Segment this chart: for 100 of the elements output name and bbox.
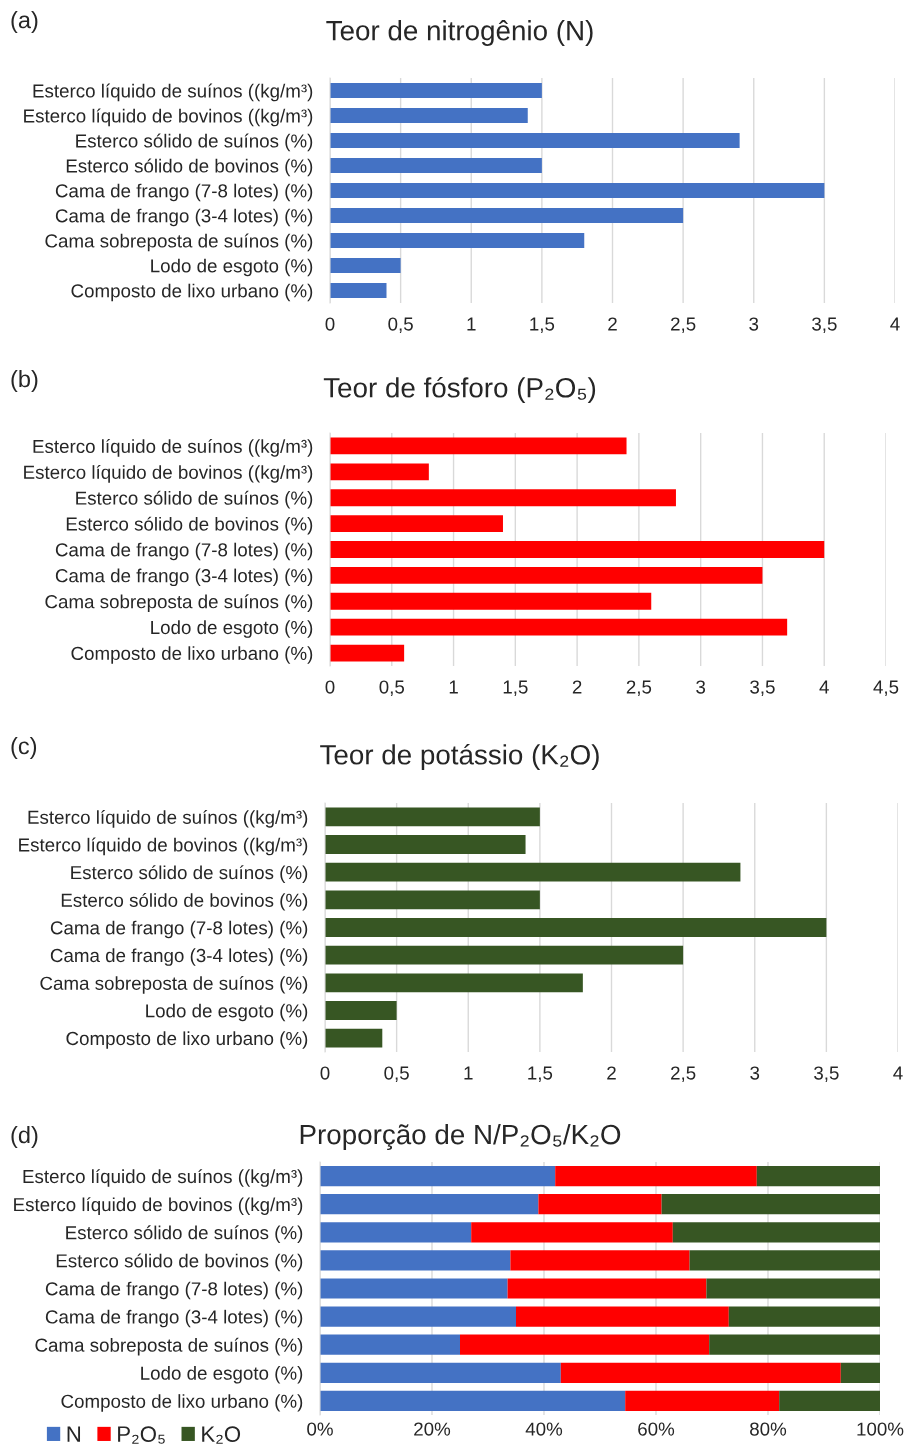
x-tick-label: 0,5 <box>384 1066 409 1082</box>
y-tick-label: Esterco sólido de bovinos (%) <box>66 158 313 177</box>
bar <box>330 592 652 610</box>
x-tick-label: 1 <box>449 680 458 694</box>
chart-title: Teor de fósforo (P₂O₅) <box>323 376 596 404</box>
y-tick-label: Cama de frango (7-8 lotes) (%) <box>55 542 313 561</box>
chart-title: Teor de potássio (K₂O) <box>320 743 599 771</box>
y-tick-label: Cama de frango (3-4 lotes) (%) <box>50 948 308 966</box>
bar <box>325 1028 383 1048</box>
bar <box>709 1334 880 1355</box>
x-tick-label: 4 <box>819 680 829 694</box>
x-tick-label: 0,5 <box>388 317 413 333</box>
bar <box>330 133 740 148</box>
y-tick-label: Esterco líquido de bovinos ((kg/m³) <box>14 1197 303 1215</box>
x-tick-label: 2 <box>572 680 582 694</box>
bar <box>516 1306 729 1327</box>
bar <box>728 1306 880 1327</box>
bar <box>320 1390 626 1412</box>
x-tick-label: 1 <box>467 317 476 331</box>
x-tick-label: 0 <box>320 1066 330 1080</box>
y-tick-label: Esterco sólido de suínos (%) <box>76 133 313 152</box>
bar <box>555 1165 757 1187</box>
bar <box>330 108 528 123</box>
text: (b) <box>11 369 38 392</box>
y-tick-label: Esterco sólido de bovinos (%) <box>66 516 313 535</box>
y-tick-label: Composto de lixo urbano (%) <box>66 1031 308 1049</box>
y-tick-label: Composto de lixo urbano (%) <box>71 283 313 302</box>
bar <box>330 515 503 533</box>
legend-label: N <box>67 1426 81 1442</box>
bar <box>330 258 401 273</box>
x-tick-label: 3 <box>749 317 759 331</box>
x-tick-label: 80% <box>750 1422 787 1436</box>
bar <box>471 1222 673 1243</box>
bar <box>325 807 540 827</box>
bar <box>330 463 429 481</box>
x-tick-label: 1,5 <box>503 680 528 696</box>
bar <box>320 1194 539 1215</box>
bar <box>330 437 627 455</box>
x-tick-label: 60% <box>638 1422 675 1436</box>
y-tick-label: Esterco líquido de bovinos ((kg/m³) <box>24 108 313 127</box>
bar <box>330 566 763 584</box>
y-tick-label: Esterco líquido de suínos ((kg/m³) <box>23 1169 303 1187</box>
y-tick-label: Esterco sólido de suínos (%) <box>71 865 308 883</box>
bar <box>325 973 583 993</box>
y-tick-label: Cama de frango (3-4 lotes) (%) <box>45 1309 303 1328</box>
bar <box>330 83 542 98</box>
chart-title: Proporção de N/P₂O₅/K₂O <box>300 1123 621 1151</box>
y-tick-label: Cama de frango (7-8 lotes) (%) <box>55 183 313 202</box>
bar <box>689 1250 880 1271</box>
bar <box>320 1250 511 1271</box>
bar <box>460 1334 710 1355</box>
x-tick-label: 40% <box>525 1422 563 1436</box>
bar <box>330 618 788 636</box>
bar <box>320 1278 508 1299</box>
bar <box>706 1278 880 1299</box>
x-tick-label: 0% <box>307 1422 333 1436</box>
bar <box>661 1194 880 1215</box>
text: (c) <box>11 736 37 759</box>
bar <box>625 1390 780 1412</box>
bar <box>330 158 542 173</box>
y-tick-label: Lodo de esgoto (%) <box>146 1003 308 1022</box>
bar <box>320 1334 460 1355</box>
bar <box>779 1390 880 1412</box>
bar <box>330 208 684 223</box>
bar <box>756 1165 880 1187</box>
chart-title: Teor de nitrogênio (N) <box>326 20 593 46</box>
text: (a) <box>11 11 38 33</box>
x-tick-label: 4 <box>890 317 900 331</box>
y-tick-label: Esterco sólido de suínos (%) <box>76 490 313 509</box>
bar <box>325 835 526 854</box>
y-tick-label: Esterco líquido de suínos ((kg/m³) <box>33 439 313 457</box>
bar <box>330 233 585 248</box>
y-tick-label: Esterco líquido de bovinos ((kg/m³) <box>24 464 313 483</box>
bar <box>325 918 827 937</box>
y-tick-label: Composto de lixo urbano (%) <box>61 1394 303 1412</box>
bar <box>330 489 676 507</box>
y-tick-label: Lodo de esgoto (%) <box>151 620 313 638</box>
x-tick-label: 20% <box>414 1422 451 1436</box>
x-tick-label: 2,5 <box>671 1066 696 1082</box>
x-tick-label: 4,5 <box>873 680 899 696</box>
bar <box>320 1165 556 1187</box>
y-tick-label: Cama de frango (7-8 lotes) (%) <box>45 1281 303 1300</box>
bar <box>330 183 825 198</box>
bar <box>330 541 825 558</box>
x-tick-label: 4 <box>893 1066 903 1080</box>
bar <box>840 1362 880 1383</box>
y-tick-label: Esterco líquido de suínos ((kg/m³) <box>28 809 308 828</box>
y-tick-label: Esterco sólido de bovinos (%) <box>61 892 308 911</box>
x-tick-label: 0 <box>325 680 335 694</box>
y-tick-label: Esterco sólido de suínos (%) <box>66 1225 303 1244</box>
bar <box>325 890 540 910</box>
x-tick-label: 2,5 <box>626 680 652 696</box>
bar <box>510 1250 690 1271</box>
y-tick-label: Cama sobreposta de suínos (%) <box>45 594 313 613</box>
x-tick-label: 1,5 <box>530 317 555 333</box>
y-tick-label: Cama sobreposta de suínos (%) <box>45 233 313 252</box>
x-tick-label: 3 <box>696 680 706 694</box>
x-tick-label: 2,5 <box>671 317 696 333</box>
x-tick-label: 0 <box>325 317 335 331</box>
x-tick-label: 100% <box>857 1422 904 1436</box>
